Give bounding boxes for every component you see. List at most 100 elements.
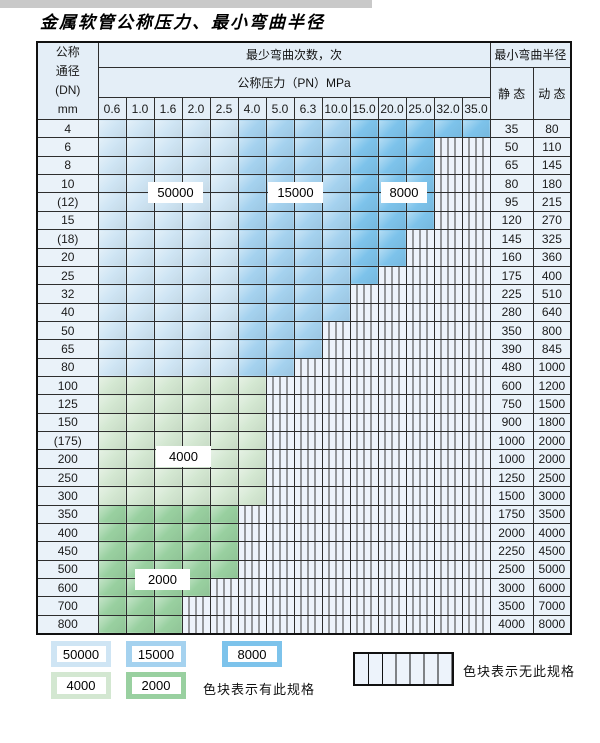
spec-cell bbox=[125, 137, 155, 157]
spec-cell bbox=[153, 320, 183, 341]
no-spec-cell bbox=[293, 614, 323, 635]
spec-cell bbox=[181, 394, 211, 414]
no-spec-cell bbox=[433, 229, 463, 249]
spec-cell bbox=[237, 229, 267, 249]
no-spec-cell bbox=[433, 522, 463, 543]
spec-cell bbox=[153, 394, 183, 414]
spec-cell bbox=[321, 229, 351, 249]
no-spec-cell bbox=[461, 541, 491, 561]
spec-cell bbox=[237, 320, 267, 341]
no-spec-cell bbox=[237, 504, 267, 524]
spec-cell bbox=[293, 339, 323, 359]
static-value-cell: 280 bbox=[489, 302, 534, 322]
spec-cell bbox=[377, 247, 407, 267]
dynamic-value-cell: 640 bbox=[532, 302, 572, 322]
no-spec-cell bbox=[293, 412, 323, 433]
dn-header-line4: mm bbox=[57, 102, 78, 116]
spec-cell bbox=[153, 339, 183, 359]
no-spec-cell bbox=[377, 302, 407, 322]
dn-cell: 40 bbox=[36, 302, 99, 322]
no-spec-cell bbox=[461, 339, 491, 359]
spec-cell bbox=[181, 504, 211, 524]
spec-cell bbox=[97, 247, 127, 267]
spec-cell bbox=[293, 155, 323, 176]
spec-cell bbox=[97, 559, 127, 579]
no-spec-cell bbox=[209, 577, 239, 598]
no-spec-cell bbox=[461, 320, 491, 341]
spec-cell bbox=[237, 174, 267, 194]
no-spec-cell bbox=[377, 320, 407, 341]
no-spec-cell bbox=[461, 155, 491, 176]
pressure-value-header: 4.0 bbox=[237, 97, 267, 120]
no-spec-cell bbox=[293, 467, 323, 488]
no-spec-cell bbox=[405, 339, 435, 359]
dn-cell: (18) bbox=[36, 229, 99, 249]
static-value-cell: 160 bbox=[489, 247, 534, 267]
spec-cell bbox=[237, 467, 267, 488]
dn-cell: 250 bbox=[36, 467, 99, 488]
legend-swatch-15000-label: 15000 bbox=[131, 646, 181, 662]
dynamic-value-cell: 180 bbox=[532, 174, 572, 194]
no-spec-cell bbox=[433, 596, 463, 616]
no-spec-cell bbox=[293, 577, 323, 598]
pressure-value-header: 35.0 bbox=[461, 97, 491, 120]
spec-cell bbox=[125, 265, 155, 286]
static-value-cell: 4000 bbox=[489, 614, 534, 635]
spec-cell bbox=[209, 265, 239, 286]
scan-artifact-strip bbox=[0, 0, 372, 8]
no-spec-cell bbox=[405, 522, 435, 543]
spec-cell bbox=[349, 155, 379, 176]
no-spec-cell bbox=[349, 431, 379, 451]
legend-has-spec-text: 色块表示有此规格 bbox=[203, 682, 316, 697]
no-spec-cell bbox=[349, 596, 379, 616]
dn-cell: (12) bbox=[36, 192, 99, 212]
spec-cell bbox=[153, 412, 183, 433]
spec-cell bbox=[293, 320, 323, 341]
bend-radius-header: 最小弯曲半径 bbox=[489, 41, 572, 68]
no-spec-cell bbox=[265, 596, 295, 616]
no-spec-cell bbox=[377, 449, 407, 469]
no-spec-cell bbox=[349, 522, 379, 543]
no-spec-cell bbox=[265, 504, 295, 524]
spec-cell bbox=[405, 137, 435, 157]
spec-cell bbox=[125, 320, 155, 341]
table-row: 8 65 145 bbox=[36, 155, 572, 176]
dynamic-value-cell: 800 bbox=[532, 320, 572, 341]
dynamic-value-cell: 145 bbox=[532, 155, 572, 176]
no-spec-cell bbox=[321, 486, 351, 506]
spec-cell bbox=[433, 118, 463, 139]
dn-cell: 15 bbox=[36, 210, 99, 231]
no-spec-cell bbox=[321, 577, 351, 598]
dynamic-value-cell: 7000 bbox=[532, 596, 572, 616]
spec-cell bbox=[181, 522, 211, 543]
no-spec-cell bbox=[181, 614, 211, 635]
static-value-cell: 2000 bbox=[489, 522, 534, 543]
dn-cell: 125 bbox=[36, 394, 99, 414]
no-spec-cell bbox=[349, 376, 379, 396]
spec-cell bbox=[97, 174, 127, 194]
dynamic-value-cell: 6000 bbox=[532, 577, 572, 598]
dn-cell: 100 bbox=[36, 376, 99, 396]
spec-cell bbox=[209, 118, 239, 139]
no-spec-cell bbox=[405, 265, 435, 286]
table-row: 200 1000 2000 bbox=[36, 449, 572, 469]
static-value-cell: 750 bbox=[489, 394, 534, 414]
spec-cell bbox=[181, 541, 211, 561]
no-spec-cell bbox=[349, 284, 379, 304]
spec-table: 公称 通径 (DN) mm 最少弯曲次数，次 最小弯曲半径 公称压力（PN）MP… bbox=[36, 41, 573, 635]
no-spec-cell bbox=[461, 137, 491, 157]
no-spec-cell bbox=[265, 467, 295, 488]
spec-cell bbox=[125, 467, 155, 488]
no-spec-cell bbox=[293, 596, 323, 616]
no-spec-cell bbox=[377, 412, 407, 433]
spec-cell bbox=[125, 486, 155, 506]
spec-cell bbox=[153, 431, 183, 451]
dn-cell: 80 bbox=[36, 357, 99, 378]
spec-cell bbox=[125, 522, 155, 543]
spec-cell bbox=[237, 376, 267, 396]
no-spec-cell bbox=[321, 559, 351, 579]
no-spec-cell bbox=[461, 449, 491, 469]
spec-cell bbox=[209, 504, 239, 524]
dn-cell: 700 bbox=[36, 596, 99, 616]
spec-cell bbox=[153, 486, 183, 506]
